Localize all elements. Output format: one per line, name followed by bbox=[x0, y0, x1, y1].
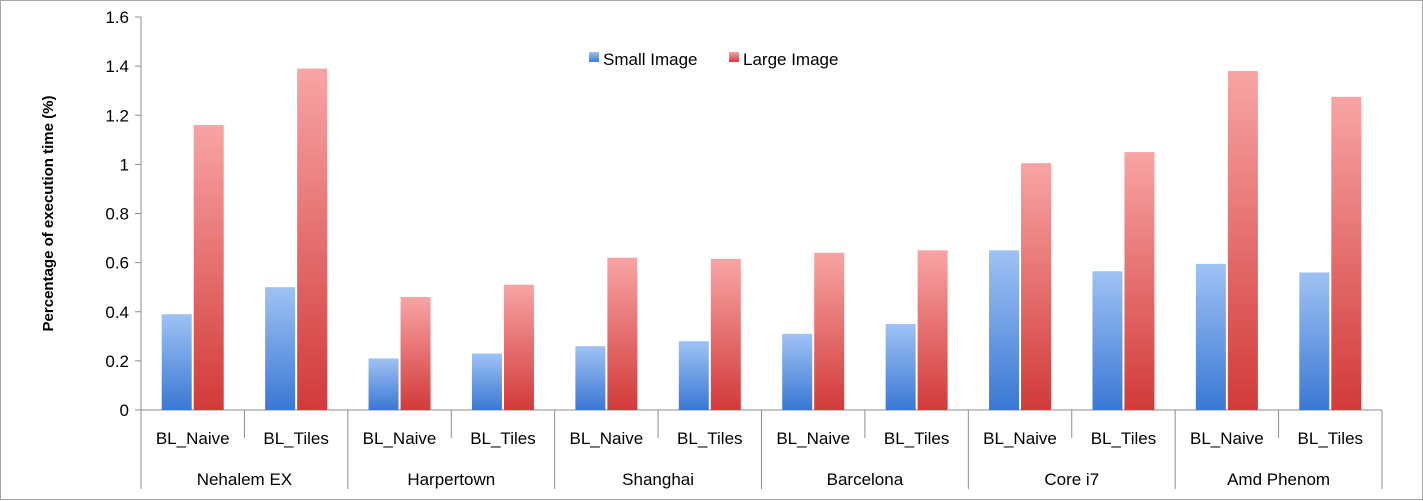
x-subcategory-label: BL_Tiles bbox=[263, 429, 329, 448]
y-tick-label: 1 bbox=[120, 155, 129, 174]
bar-small-image bbox=[161, 314, 192, 410]
bar-large-image bbox=[1021, 163, 1052, 410]
y-axis-label: Percentage of execution time (%) bbox=[40, 96, 57, 332]
bar-small-image bbox=[1092, 271, 1123, 410]
bar-large-image bbox=[814, 252, 845, 410]
legend: Small Image Large Image bbox=[589, 50, 838, 69]
bar-small-image bbox=[575, 346, 606, 410]
bar-small-image bbox=[1299, 272, 1330, 410]
y-tick-label: 0.4 bbox=[105, 303, 129, 322]
y-tick-label: 1.6 bbox=[105, 8, 129, 27]
labels: 0 0.2 0.4 0.6 0.8 1 1.2 1.4 1.6 Percentage of exe… bbox=[40, 8, 1363, 489]
x-subcategory-label: BL_Tiles bbox=[470, 429, 536, 448]
x-group-label: Core i7 bbox=[1044, 470, 1099, 489]
x-group-label: Nehalem EX bbox=[197, 470, 292, 489]
x-group-label: Amd Phenom bbox=[1227, 470, 1330, 489]
y-tick-label: 0.6 bbox=[105, 254, 129, 273]
bar-large-image bbox=[1124, 152, 1155, 410]
x-subcategory-label: BL_Naive bbox=[983, 429, 1057, 448]
bar-large-image bbox=[297, 68, 328, 411]
x-subcategory-label: BL_Tiles bbox=[1091, 429, 1157, 448]
legend-label: Small Image bbox=[603, 50, 697, 69]
x-subcategory-label: BL_Tiles bbox=[884, 429, 950, 448]
x-subcategory-label: BL_Naive bbox=[570, 429, 644, 448]
bar-small-image bbox=[368, 358, 399, 410]
bar-small-image bbox=[1195, 263, 1226, 410]
axes bbox=[135, 16, 1383, 489]
bar-large-image bbox=[710, 258, 741, 410]
bar-small-image bbox=[782, 333, 813, 410]
bar-small-image bbox=[885, 324, 916, 410]
bar-large-image bbox=[607, 257, 638, 410]
y-tick-label: 0 bbox=[120, 401, 129, 420]
y-tick-label: 1.2 bbox=[105, 106, 129, 125]
x-subcategory-label: BL_Tiles bbox=[677, 429, 743, 448]
bar-small-image bbox=[471, 353, 502, 410]
bar-small-image bbox=[265, 287, 296, 410]
x-group-label: Shanghai bbox=[622, 470, 694, 489]
x-group-label: Harpertown bbox=[407, 470, 495, 489]
legend-label: Large Image bbox=[743, 50, 838, 69]
x-group-label: Barcelona bbox=[827, 470, 904, 489]
x-subcategory-label: BL_Naive bbox=[1190, 429, 1264, 448]
legend-swatch-small-image bbox=[589, 52, 599, 62]
bar-large-image bbox=[917, 250, 948, 410]
bar-large-image bbox=[1227, 71, 1258, 410]
bar-small-image bbox=[989, 250, 1020, 410]
x-subcategory-label: BL_Naive bbox=[776, 429, 850, 448]
x-subcategory-label: BL_Naive bbox=[156, 429, 230, 448]
bar-large-image bbox=[193, 125, 224, 410]
y-tick-label: 1.4 bbox=[105, 57, 129, 76]
bar-large-image bbox=[1331, 96, 1362, 410]
bar-large-image bbox=[503, 284, 534, 410]
x-subcategory-label: BL_Tiles bbox=[1298, 429, 1364, 448]
x-subcategory-label: BL_Naive bbox=[363, 429, 437, 448]
bar-large-image bbox=[400, 297, 431, 410]
legend-swatch-large-image bbox=[729, 52, 739, 62]
y-tick-label: 0.8 bbox=[105, 205, 129, 224]
bar-small-image bbox=[678, 341, 709, 410]
y-tick-label: 0.2 bbox=[105, 352, 129, 371]
bars bbox=[161, 68, 1362, 411]
